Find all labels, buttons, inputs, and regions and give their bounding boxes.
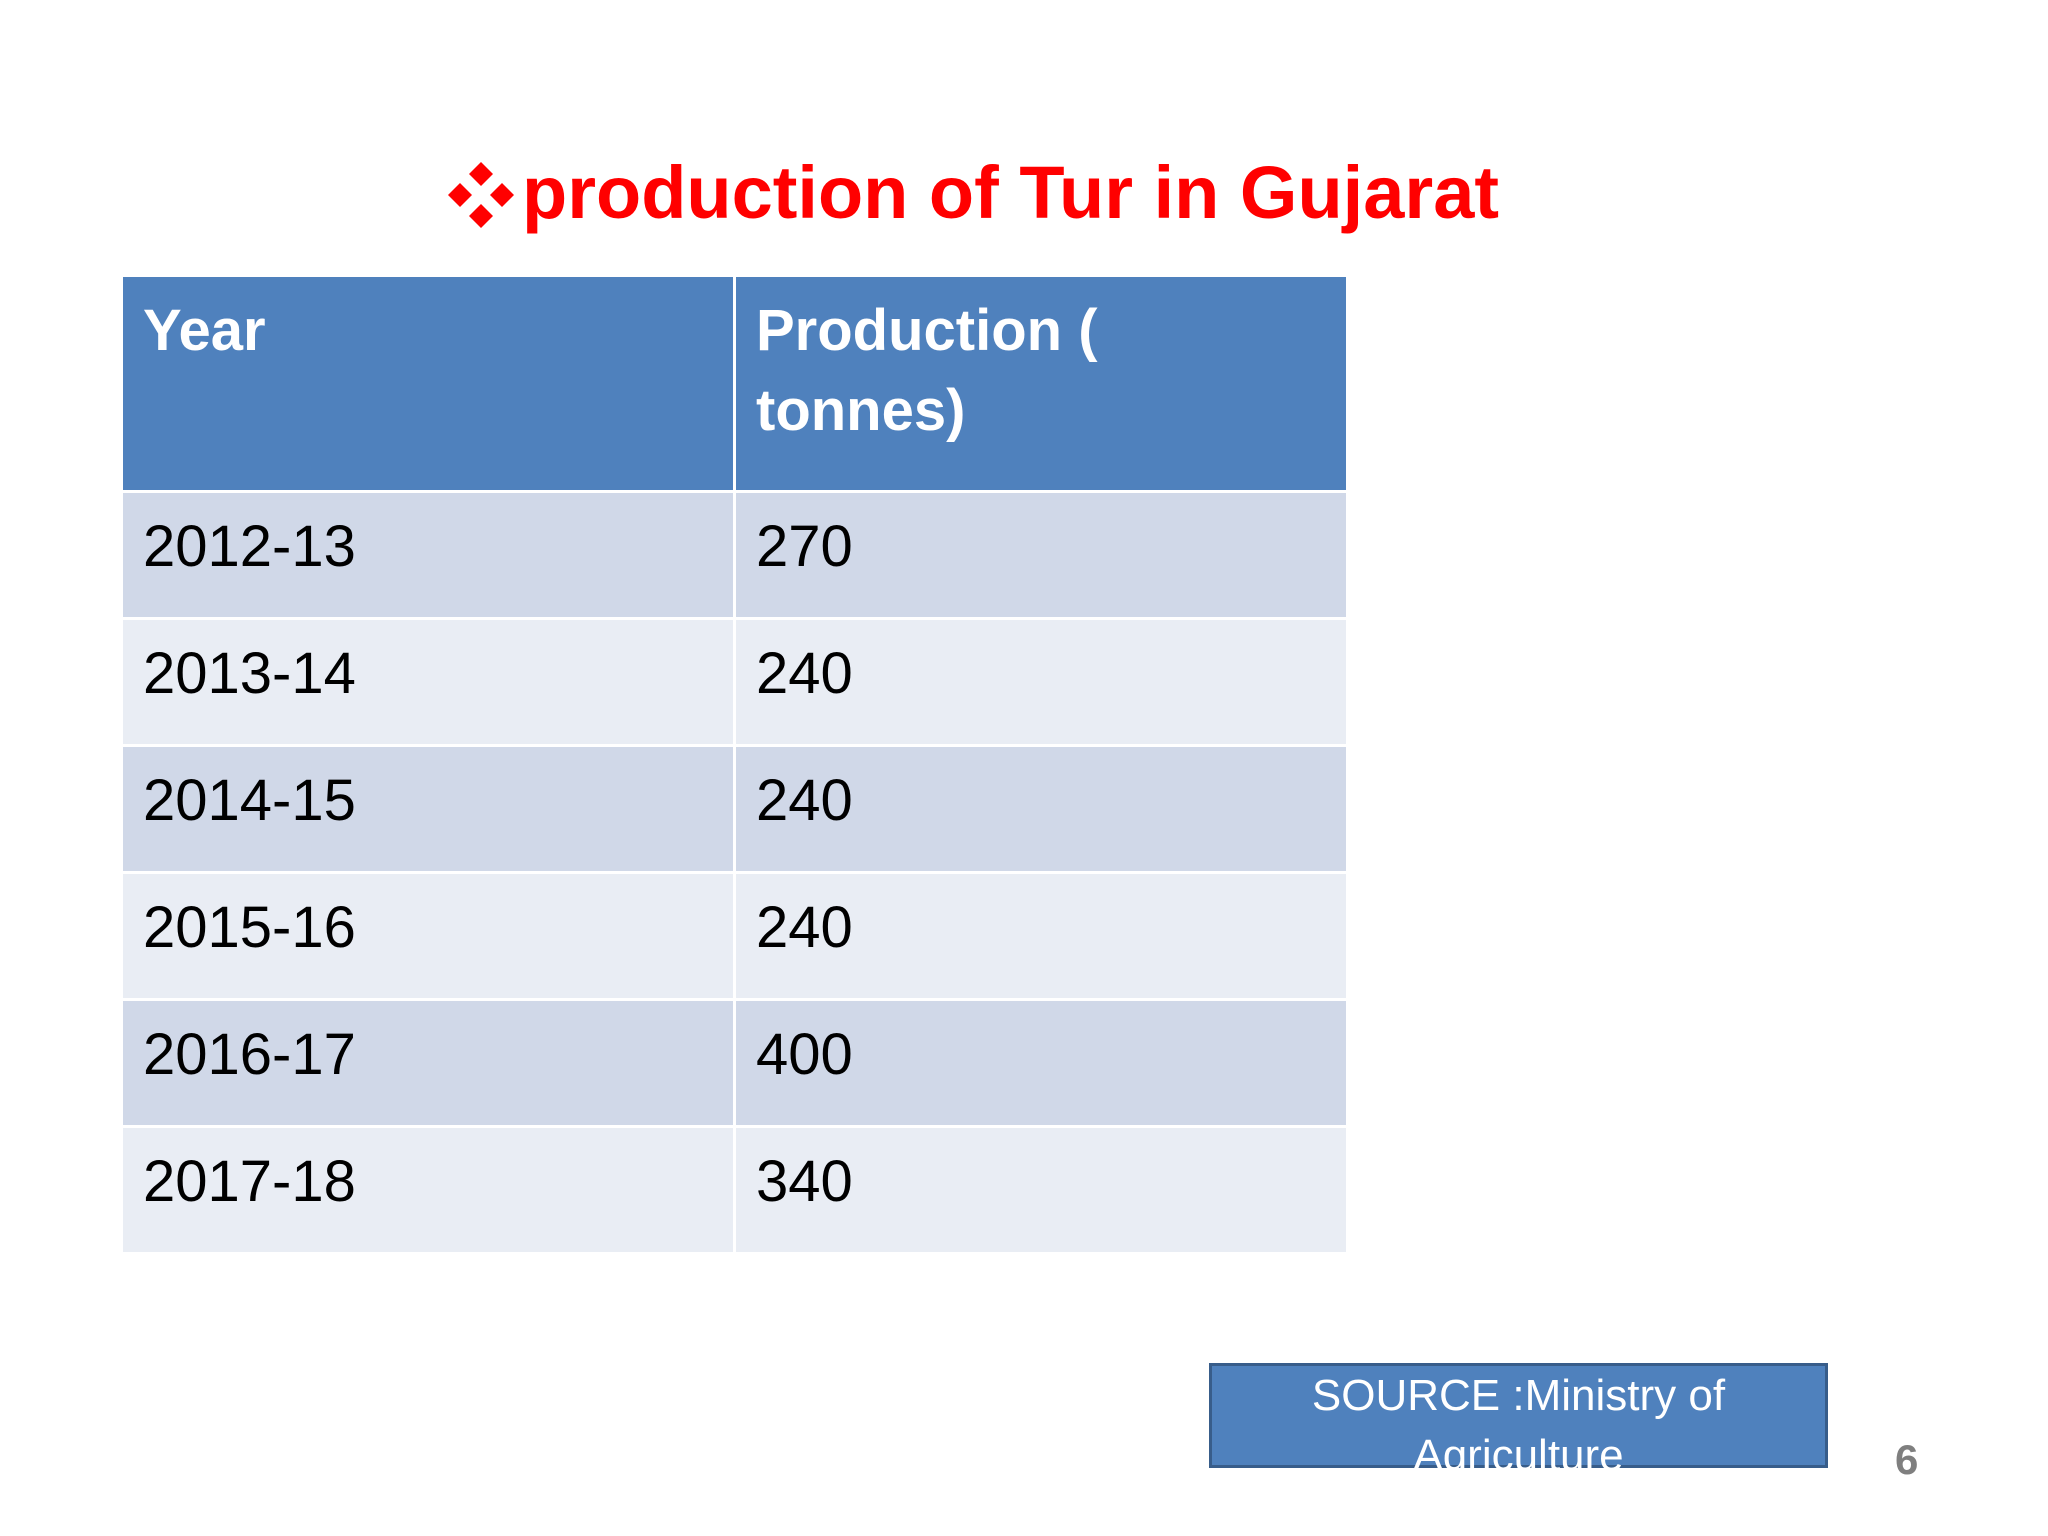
header-text: Year [143, 298, 266, 363]
title-bullet [448, 162, 514, 228]
table-cell: 240 [733, 744, 1349, 874]
table-body: 2012-13 270 2013-14 240 2014-15 240 2015-16 240… [120, 490, 1349, 1255]
table-row: 2012-13 270 [120, 490, 1349, 620]
table-cell: 240 [733, 617, 1349, 747]
table-row: 2013-14 240 [120, 617, 1349, 747]
table-row: 2015-16 240 [120, 871, 1349, 1001]
table-cell: 340 [733, 1125, 1349, 1255]
table-cell: 2012-13 [120, 490, 736, 620]
production-table: Year Production ( tonnes) 2012-13 270 2013-… [120, 274, 1349, 1255]
source-box: SOURCE :Ministry of Agriculture [1209, 1363, 1828, 1480]
table-cell: 240 [733, 871, 1349, 1001]
header-cell: Year [120, 274, 736, 493]
table-cell: 2014-15 [120, 744, 736, 874]
table-cell: 2015-16 [120, 871, 736, 1001]
header-text: Production ( tonnes) [756, 298, 1098, 443]
table-cell: 2013-14 [120, 617, 736, 747]
header-cell: Production ( tonnes) [733, 274, 1349, 493]
table-cell: 2017-18 [120, 1125, 736, 1255]
header-row: Year Production ( tonnes) [120, 274, 1349, 493]
table-cell: 2016-17 [120, 998, 736, 1128]
page-number: 6 [1895, 1436, 1919, 1483]
slide-title: production of Tur in Gujarat [522, 151, 1499, 234]
table-cell: 270 [733, 490, 1349, 620]
table-row: 2016-17 400 [120, 998, 1349, 1128]
table-cell: 400 [733, 998, 1349, 1128]
table-row: 2017-18 340 [120, 1125, 1349, 1255]
table-row: 2014-15 240 [120, 744, 1349, 874]
